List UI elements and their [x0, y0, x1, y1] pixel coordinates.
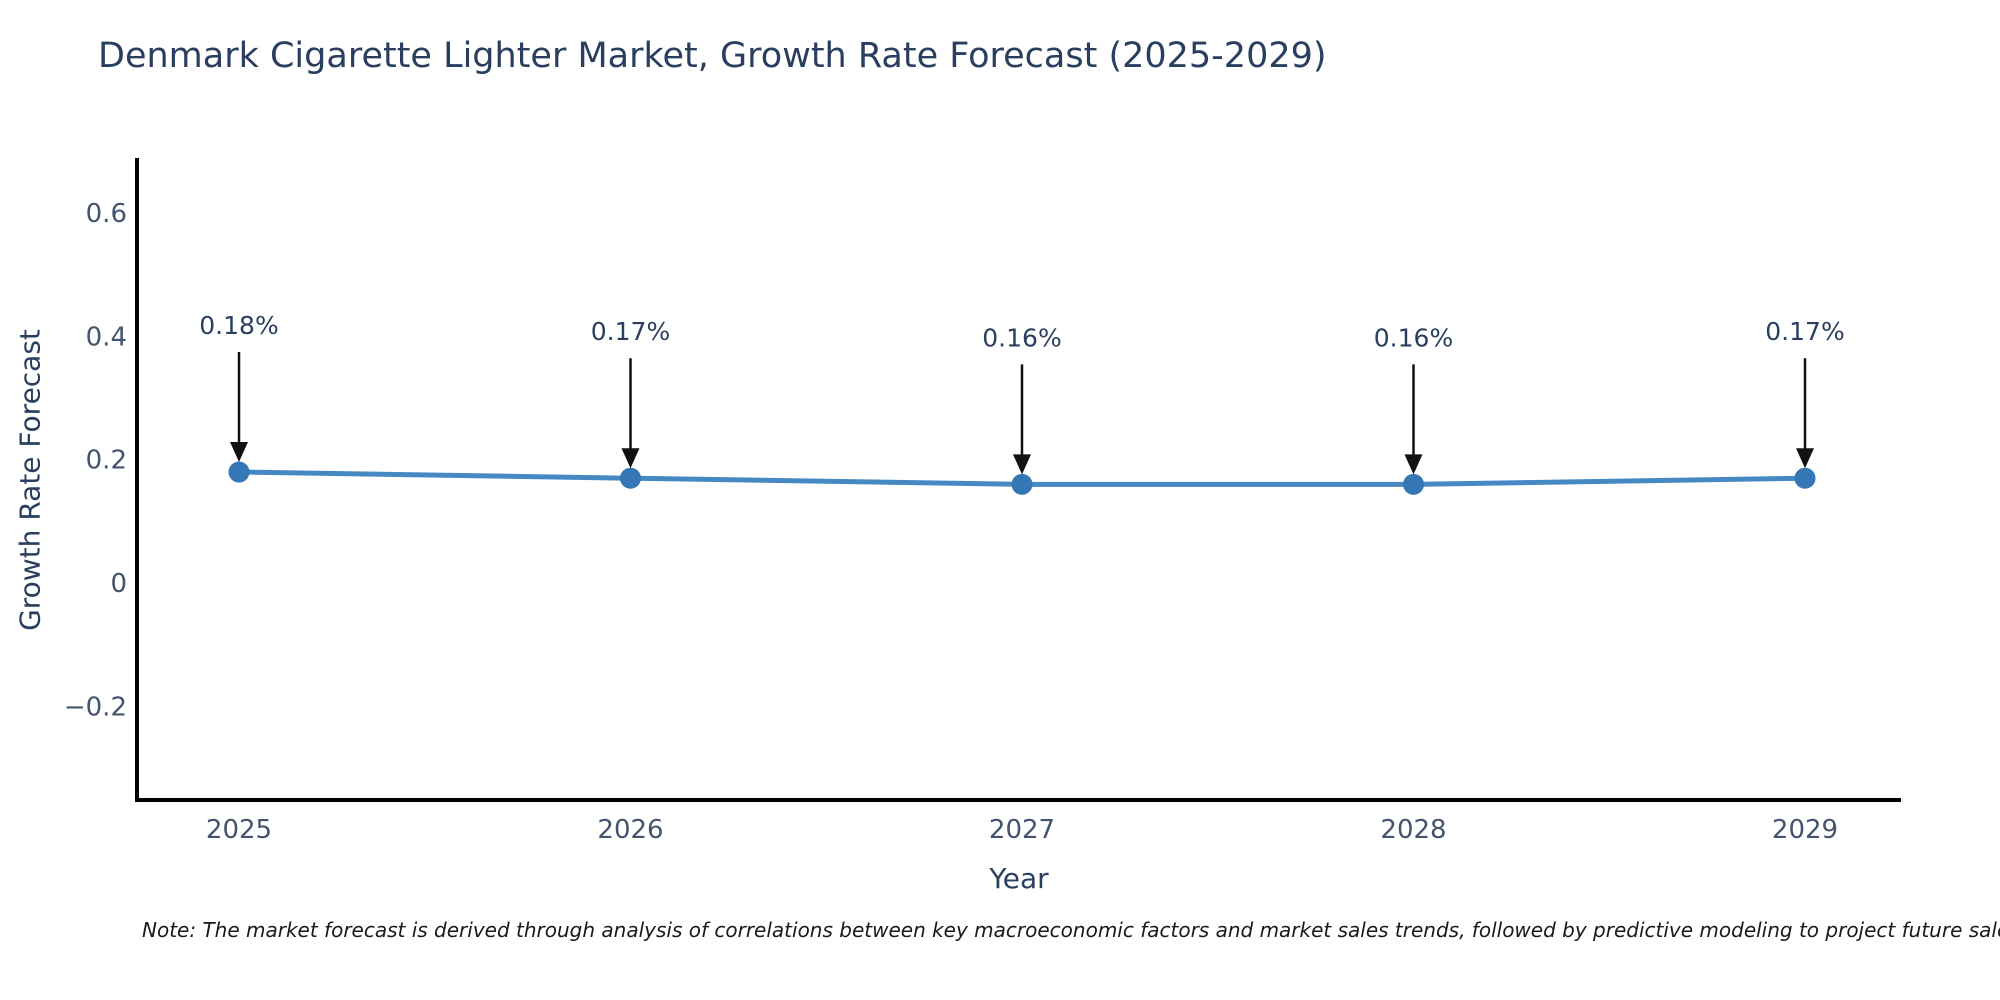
y-tick-label: 0.4 — [86, 322, 127, 352]
chart-footnote: Note: The market forecast is derived thr… — [142, 918, 2000, 942]
chart-title: Denmark Cigarette Lighter Market, Growth… — [98, 36, 1327, 76]
y-tick-label: 0 — [110, 569, 127, 599]
x-axis-title: Year — [989, 862, 1049, 895]
y-tick-label: 0.6 — [86, 199, 127, 229]
annotation-arrow-head — [1796, 448, 1814, 469]
annotation-arrow-head — [1404, 454, 1423, 475]
x-tick-label: 2025 — [206, 815, 272, 845]
y-tick-label: 0.2 — [86, 446, 127, 476]
data-point-label: 0.16% — [982, 323, 1061, 352]
x-tick-label: 2028 — [1380, 815, 1446, 845]
data-point-marker — [1011, 473, 1033, 495]
data-point-label: 0.16% — [1374, 323, 1453, 352]
annotation-arrow-head — [621, 448, 640, 469]
data-point-marker — [620, 467, 641, 489]
data-point-marker — [228, 461, 250, 483]
data-point-marker — [1794, 467, 1816, 489]
y-tick-label: −0.2 — [64, 692, 127, 722]
data-point-marker — [1403, 473, 1424, 495]
data-point-label: 0.18% — [199, 311, 278, 340]
x-tick-label: 2027 — [989, 815, 1055, 845]
data-point-label: 0.17% — [1765, 317, 1844, 346]
x-tick-label: 2029 — [1772, 815, 1838, 845]
x-tick-label: 2026 — [597, 815, 663, 845]
annotation-arrow-head — [1013, 454, 1031, 475]
data-point-label: 0.17% — [591, 317, 670, 346]
annotation-arrow-head — [230, 442, 248, 463]
